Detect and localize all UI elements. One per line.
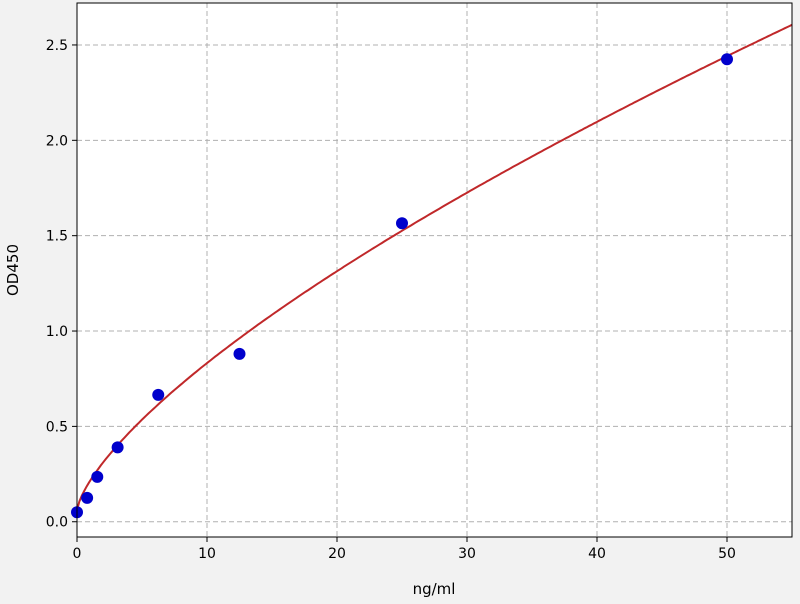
plot-area [77, 3, 792, 537]
data-point [721, 53, 733, 66]
data-point [111, 441, 124, 454]
y-tick-label: 1.0 [46, 324, 68, 340]
data-point [91, 470, 104, 483]
fit-curve [76, 23, 793, 511]
y-tick-label: 2.5 [46, 38, 68, 54]
y-tick-label: 1.5 [46, 229, 68, 245]
x-tick-label: 10 [198, 546, 216, 562]
data-point [152, 388, 165, 401]
data-point [233, 347, 246, 360]
y-tick-label: 2.0 [46, 133, 68, 149]
y-tick-label: 0.5 [46, 419, 68, 435]
x-axis-label: ng/ml [413, 580, 456, 598]
plot-frame [76, 2, 793, 538]
x-tick-label: 50 [718, 546, 736, 562]
y-axis-label: OD450 [4, 244, 22, 296]
data-point [396, 217, 408, 230]
x-tick-label: 40 [588, 546, 606, 562]
x-tick-label: 20 [328, 546, 346, 562]
data-point [81, 491, 94, 504]
x-tick-label: 0 [73, 546, 82, 562]
x-tick-label: 30 [458, 546, 476, 562]
y-tick-label: 0.0 [46, 515, 68, 531]
